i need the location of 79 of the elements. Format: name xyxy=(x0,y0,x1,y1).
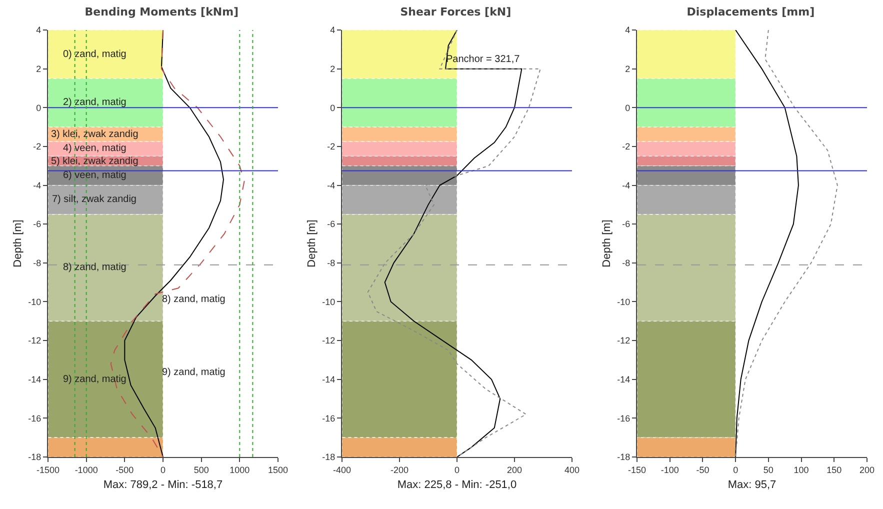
y-tick-label: -18 xyxy=(322,452,336,462)
y-tick-label: 0 xyxy=(330,102,336,113)
x-axis-title: Max: 225,8 - Min: -251,0 xyxy=(397,479,517,491)
y-tick-label: -10 xyxy=(617,296,630,307)
x-tick-label: 1500 xyxy=(268,464,288,475)
x-tick-label: 0 xyxy=(160,464,166,475)
chart-title: Displacements [mm] xyxy=(686,5,815,18)
y-axis-title: Depth [m] xyxy=(600,220,613,268)
y-tick-label: 0 xyxy=(625,102,630,113)
y-tick-label: -14 xyxy=(28,374,42,385)
band-label: 9) zand, matig xyxy=(63,374,126,385)
y-tick-label: -2 xyxy=(33,142,42,152)
y-tick-label: -6 xyxy=(622,219,630,230)
x-tick-label: 0 xyxy=(454,464,460,475)
x-tick-label: 50 xyxy=(763,464,774,475)
chart-title: Bending Moments [kNm] xyxy=(84,5,239,18)
y-tick-label: -8 xyxy=(622,258,630,268)
y-tick-label: 2 xyxy=(36,64,42,74)
y-tick-label: 4 xyxy=(330,25,336,36)
chart-title: Shear Forces [kN] xyxy=(400,5,512,18)
y-axis-title: Depth [m] xyxy=(12,220,24,268)
x-tick-label: -1000 xyxy=(74,464,98,475)
y-tick-label: -4 xyxy=(622,180,630,190)
y-axis-title: Depth [m] xyxy=(306,220,318,268)
x-tick-label: -100 xyxy=(660,464,679,475)
x-tick-label: 500 xyxy=(194,464,209,475)
x-tick-label: -150 xyxy=(628,464,646,475)
x-tick-label: 400 xyxy=(564,464,580,475)
y-tick-label: -18 xyxy=(617,452,630,462)
band-label: 4) veen, matig xyxy=(63,143,126,154)
line-series xyxy=(735,30,838,457)
y-tick-label: -8 xyxy=(327,258,336,268)
annotation: 9) zand, matig xyxy=(162,367,226,378)
y-tick-label: -2 xyxy=(327,142,336,152)
y-tick-label: -16 xyxy=(322,413,336,424)
x-tick-label: 1000 xyxy=(230,464,250,475)
band-label: 2) zand, matig xyxy=(63,97,126,108)
x-tick-label: 200 xyxy=(859,464,875,475)
y-tick-label: -16 xyxy=(28,413,42,424)
y-tick-label: 0 xyxy=(36,102,42,113)
y-tick-label: -18 xyxy=(28,452,42,462)
y-tick-label: -6 xyxy=(327,219,336,230)
y-tick-label: -16 xyxy=(617,413,630,424)
y-tick-label: -14 xyxy=(617,374,630,385)
x-tick-label: -200 xyxy=(390,464,409,475)
y-tick-label: -12 xyxy=(322,336,336,346)
y-tick-label: 2 xyxy=(625,64,630,74)
y-tick-label: -4 xyxy=(327,180,336,190)
band-label: 3) klei, zwak zandig xyxy=(51,129,138,140)
band-label: 0) zand, matig xyxy=(63,49,126,60)
y-tick-label: 4 xyxy=(36,25,42,36)
x-tick-label: -400 xyxy=(332,464,352,475)
line-series xyxy=(735,30,799,457)
x-tick-label: 200 xyxy=(506,464,522,475)
line-series xyxy=(384,30,522,457)
y-tick-label: -12 xyxy=(617,336,630,346)
y-tick-label: -14 xyxy=(322,374,336,385)
annotation: 8) zand, matig xyxy=(162,294,226,305)
y-tick-label: -2 xyxy=(622,142,630,152)
y-tick-label: 4 xyxy=(625,25,630,36)
x-tick-label: 100 xyxy=(794,464,809,475)
x-tick-label: -50 xyxy=(696,464,710,475)
x-tick-label: 0 xyxy=(733,464,738,475)
y-tick-label: -10 xyxy=(322,296,336,307)
y-tick-label: -10 xyxy=(28,296,42,307)
x-axis-title: Max: 789,2 - Min: -518,7 xyxy=(103,479,223,491)
y-tick-label: -12 xyxy=(28,336,42,346)
x-tick-label: -500 xyxy=(116,464,134,475)
band-label: 6) veen, matig xyxy=(63,170,126,181)
band-label: 5) klei, zwak zandig xyxy=(51,156,138,167)
y-tick-label: 2 xyxy=(330,64,336,74)
x-tick-label: -1500 xyxy=(36,464,60,475)
x-axis-title: Max: 95,7 xyxy=(728,479,776,491)
band-label: 7) silt, zwak zandig xyxy=(52,194,136,205)
y-tick-label: -6 xyxy=(33,219,42,230)
y-tick-label: -4 xyxy=(33,180,42,190)
y-tick-label: -8 xyxy=(33,258,42,268)
band-label: 8) zand, matig xyxy=(63,262,126,273)
x-tick-label: 150 xyxy=(826,464,842,475)
